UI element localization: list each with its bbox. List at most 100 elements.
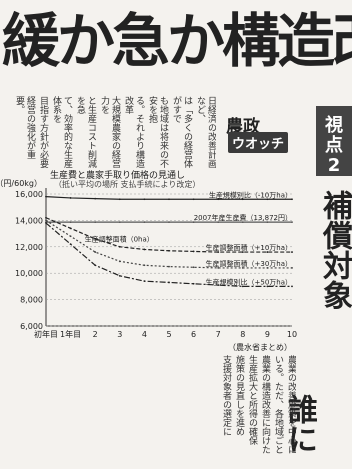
data-point	[192, 198, 195, 201]
chart-subtitle: （抵い平均の場所 支払手続により改定）	[54, 180, 201, 189]
data-point	[266, 251, 269, 253]
x-tick-label: 4	[142, 330, 147, 339]
data-point	[94, 197, 97, 200]
x-tick-label: 9	[265, 330, 270, 339]
y-tick-label: 6,000	[20, 322, 43, 331]
body-line: 農業の改善施策を中心に	[286, 355, 296, 454]
data-point	[45, 222, 47, 224]
x-tick-label: 初年目	[34, 329, 58, 339]
data-point	[69, 221, 72, 223]
corner-line2: 点	[325, 135, 343, 156]
body-line: は「多くの経営体がすで	[171, 96, 192, 168]
series-line	[45, 222, 292, 288]
series-line	[45, 219, 292, 269]
data-point	[143, 280, 146, 283]
y-tick-label: 8,000	[20, 296, 43, 305]
data-point	[118, 260, 121, 263]
x-tick-label: 5	[166, 330, 171, 339]
data-point	[241, 267, 244, 269]
article-headline: 緩か急か構造改	[2, 7, 352, 75]
data-point	[69, 197, 72, 199]
data-point	[217, 284, 220, 286]
data-point	[217, 221, 220, 223]
data-point	[266, 198, 269, 201]
data-point	[168, 281, 170, 284]
data-point	[241, 221, 244, 223]
data-point	[291, 198, 293, 201]
x-tick-label: 2	[93, 330, 98, 339]
data-point	[241, 198, 244, 201]
chart-annotation: 生産調整面積（0ha）	[85, 235, 154, 244]
data-point	[143, 264, 146, 267]
data-point	[266, 267, 269, 269]
data-point	[266, 221, 269, 223]
data-point	[291, 221, 293, 223]
series-label: 2007年産生産費（13,872円）	[194, 213, 292, 222]
data-point	[94, 221, 97, 223]
data-point	[118, 245, 121, 248]
data-point	[45, 219, 47, 222]
corner-line1: 視	[325, 115, 343, 136]
data-point	[69, 243, 72, 246]
article-body-upper: 日経済の改善計画など、 は「多くの経営体がすで も地域は将来の不安を抱 る。それ…	[6, 96, 216, 168]
data-point	[118, 274, 121, 277]
y-tick-label: 10,000	[15, 269, 43, 278]
series-label: 生産規模別比（+50万ha）	[206, 277, 293, 286]
body-line: 生産拡大と所得の確保	[247, 355, 257, 445]
data-point	[168, 249, 170, 252]
series-label: 生産規模別比（-10万ha）	[209, 190, 292, 199]
data-point	[168, 198, 170, 201]
data-point	[45, 216, 47, 219]
series-label: 生産調整面積（+10万ha）	[206, 243, 293, 252]
data-point	[266, 285, 269, 288]
data-point	[192, 282, 195, 285]
series-label: 生産調整面積（+30万ha）	[206, 259, 293, 268]
y-tick-label: 12,000	[15, 243, 43, 252]
body-line: 大規模農家の経営力を	[99, 96, 120, 168]
data-point	[217, 267, 220, 269]
column-title-katakana: ウオッチ	[228, 132, 289, 153]
column-title: 農政 ウオッチ	[226, 112, 318, 154]
data-point	[168, 265, 170, 268]
x-tick-label: 10	[287, 330, 297, 339]
data-point	[94, 251, 97, 253]
body-line: 農業の構造改善に向けた	[260, 355, 270, 454]
body-line: て、効率的な生産体系を	[51, 96, 72, 168]
data-point	[143, 198, 146, 201]
data-point	[192, 221, 195, 223]
data-point	[45, 195, 47, 198]
data-point	[241, 251, 244, 253]
data-point	[69, 235, 72, 238]
data-point	[217, 198, 220, 201]
body-line: と生産コスト削減を急	[75, 96, 96, 168]
data-point	[118, 221, 121, 223]
x-tick-label: 3	[117, 330, 122, 339]
body-line: 日経済の改善計画など、	[195, 96, 216, 168]
data-point	[118, 198, 121, 201]
price-outlook-chart: 生産費と農家手取り価格の見通し （抵い平均の場所 支払手続により改定） （円/6…	[0, 168, 312, 356]
y-axis-label: （円/60kg）	[0, 179, 42, 188]
data-point	[192, 266, 195, 269]
x-tick-label: 1年目	[60, 329, 81, 339]
x-tick-label: 8	[240, 330, 245, 339]
chart-title: 生産費と農家手取り価格の見通し	[50, 171, 186, 181]
data-point	[291, 267, 293, 269]
body-line: 経営の強化が重要。	[14, 96, 35, 159]
data-point	[143, 221, 146, 223]
body-line: も地域は将来の不安を抱	[147, 96, 168, 168]
data-point	[69, 227, 72, 230]
body-line: 目指す方針が必要	[38, 96, 48, 168]
x-tick-label: 6	[191, 330, 196, 339]
data-point	[143, 248, 146, 251]
data-point	[241, 285, 244, 288]
data-point	[168, 221, 170, 223]
body-line: 施策の見直しを進め	[234, 355, 244, 436]
data-point	[94, 237, 97, 240]
body-line: る。それより構造改革	[123, 96, 144, 168]
data-point	[94, 264, 97, 267]
y-tick-label: 14,000	[15, 216, 43, 225]
chart-canvas: （円/60kg） 16,000 14,000 12,000 10,000 8,000 6,0…	[0, 179, 297, 352]
data-point	[192, 250, 195, 253]
data-point	[291, 251, 293, 253]
corner-line3: 2	[327, 155, 341, 176]
